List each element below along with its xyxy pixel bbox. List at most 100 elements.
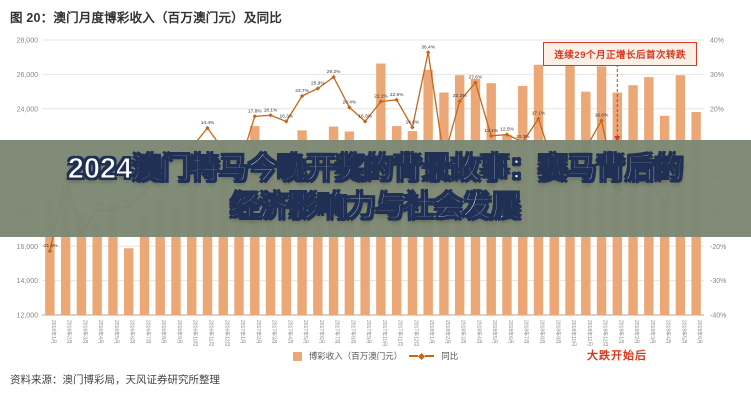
x-axis-label: 2016年9月 (176, 320, 183, 344)
y-axis-right-tick: 40% (710, 38, 724, 45)
overlay-text-line2: 经济影响力与社会发展 (230, 190, 521, 223)
chart-title: 图 20：澳门月度博彩收入（百万澳门元）及同比 (10, 11, 282, 25)
x-axis-label: 2018年9月 (554, 320, 561, 344)
yoy-marker (378, 99, 384, 104)
yoy-point-label: 16.3% (280, 113, 294, 119)
x-axis-label: 2019年2月 (633, 320, 640, 344)
y-axis-right-tick: -40% (710, 313, 726, 320)
revenue-bar (123, 248, 134, 315)
x-axis-label: 2018年10月 (570, 320, 577, 347)
x-axis-label: 2016年5月 (113, 320, 120, 344)
yoy-point-label: 10.3% (516, 134, 530, 140)
yoy-point-label: 27.6% (469, 75, 483, 81)
overlay-text-line1: 2024澳门特马今晚开奖的背景故事：赛马背后的 (67, 152, 684, 185)
x-axis-label: 2017年8月 (349, 320, 356, 344)
yoy-point-label: 12.1% (484, 128, 498, 134)
revenue-bar (202, 198, 213, 315)
y-axis-left-tick: 28,000 (17, 38, 39, 45)
crash-label: 大跌开始后 (587, 350, 647, 362)
yoy-point-label: -21.4% (42, 243, 58, 249)
x-axis-label: 2018年6月 (507, 320, 514, 344)
yoy-point-label: 20.4% (343, 99, 357, 105)
yoy-marker (473, 80, 478, 85)
yoy-marker (536, 116, 541, 121)
yoy-point-label: 17.1% (532, 111, 546, 117)
line-legend-label: 同比 (441, 351, 459, 361)
annotation-arrow (614, 136, 621, 142)
x-axis-label: 2019年5月 (680, 320, 687, 344)
revenue-bar (139, 215, 150, 315)
revenue-bar (76, 212, 87, 315)
revenue-bar (234, 190, 244, 315)
yoy-marker (252, 114, 257, 119)
yoy-marker (347, 105, 352, 110)
revenue-bar (171, 204, 181, 315)
x-axis-label: 2017年1月 (239, 320, 246, 344)
bar-legend-swatch (292, 351, 302, 361)
overlay-banner: 2024澳门特马今晚开奖的背景故事：赛马背后的 经济影响力与社会发展 (0, 140, 751, 237)
yoy-point-label: 22.6% (390, 92, 404, 98)
x-axis-label: 2017年5月 (302, 320, 309, 344)
revenue-bar (218, 181, 228, 315)
y-axis-left-tick: 26,000 (17, 72, 39, 79)
revenue-bar (281, 174, 292, 315)
x-axis-label: 2018年8月 (539, 320, 546, 344)
x-axis-label: 2019年6月 (696, 320, 703, 344)
x-axis-label: 2016年6月 (129, 320, 136, 344)
x-axis-label: 2019年3月 (649, 320, 656, 344)
yoy-marker (268, 113, 273, 118)
y-axis-right-tick: -30% (710, 278, 726, 285)
yoy-marker (284, 119, 289, 124)
x-axis-label: 2016年3月 (81, 320, 88, 344)
x-axis-label: 2018年12月 (602, 320, 609, 347)
yoy-point-label: 29.2% (327, 69, 341, 75)
yoy-marker (362, 119, 368, 124)
yoy-point-label: 36.4% (421, 44, 435, 50)
x-axis-label: 2018年11月 (586, 320, 593, 346)
annotation-box: 连续29个月正增长后首次转跌 (543, 42, 697, 66)
yoy-point-label: 12.5% (500, 127, 514, 133)
x-axis-label: 2017年10月 (381, 320, 388, 347)
yoy-point-label: 17.8% (248, 108, 262, 114)
yoy-point-label: 16.6% (595, 112, 609, 118)
x-axis-label: 2016年12月 (223, 320, 230, 347)
line-legend-swatch (409, 352, 435, 360)
y-axis-left-tick: 14,000 (17, 278, 39, 285)
x-axis-label: 2017年4月 (286, 320, 293, 344)
x-axis-label: 2017年11月 (397, 320, 404, 346)
yoy-point-label: 18.1% (264, 107, 278, 113)
y-axis-left-tick: 16,000 (17, 244, 39, 251)
yoy-marker (331, 74, 336, 80)
revenue-bar (45, 200, 55, 315)
yoy-marker (315, 86, 321, 91)
yoy-point-label: 14.6% (406, 119, 420, 125)
x-axis-label: 2016年10月 (192, 320, 199, 347)
y-axis-right-tick: -20% (710, 244, 726, 251)
yoy-marker (425, 50, 431, 55)
yoy-point-label: 22.1% (374, 94, 388, 100)
yoy-marker (47, 248, 53, 254)
yoy-marker (599, 118, 604, 123)
revenue-bar (60, 185, 71, 315)
x-axis-label: 2016年2月 (66, 320, 73, 344)
yoy-marker (457, 98, 462, 104)
x-axis-label: 2017年2月 (255, 320, 262, 344)
yoy-marker (205, 125, 210, 131)
x-axis-label: 2018年4月 (475, 320, 482, 344)
x-axis-label: 2018年5月 (491, 320, 498, 344)
revenue-bar (313, 177, 323, 315)
yoy-point-label: 22.2% (453, 93, 467, 99)
yoy-point-label: 23.7% (295, 88, 309, 94)
y-axis-left-tick: 12,000 (17, 313, 39, 320)
legend: 博彩收入（百万澳门元） 同比 (0, 350, 751, 362)
x-axis-label: 2016年1月 (50, 320, 57, 344)
x-axis-label: 2016年11月 (208, 320, 215, 346)
yoy-point-label: 25.9% (311, 80, 325, 86)
x-axis-label: 2017年12月 (412, 320, 419, 347)
x-axis-label: 2018年1月 (428, 320, 435, 344)
x-axis-label: 2017年9月 (365, 320, 372, 344)
bar-legend-label: 博彩收入（百万澳门元） (308, 351, 403, 361)
source-note: 资料来源：澳门博彩局，天风证券研究所整理 (10, 374, 220, 386)
revenue-bar (108, 205, 118, 315)
